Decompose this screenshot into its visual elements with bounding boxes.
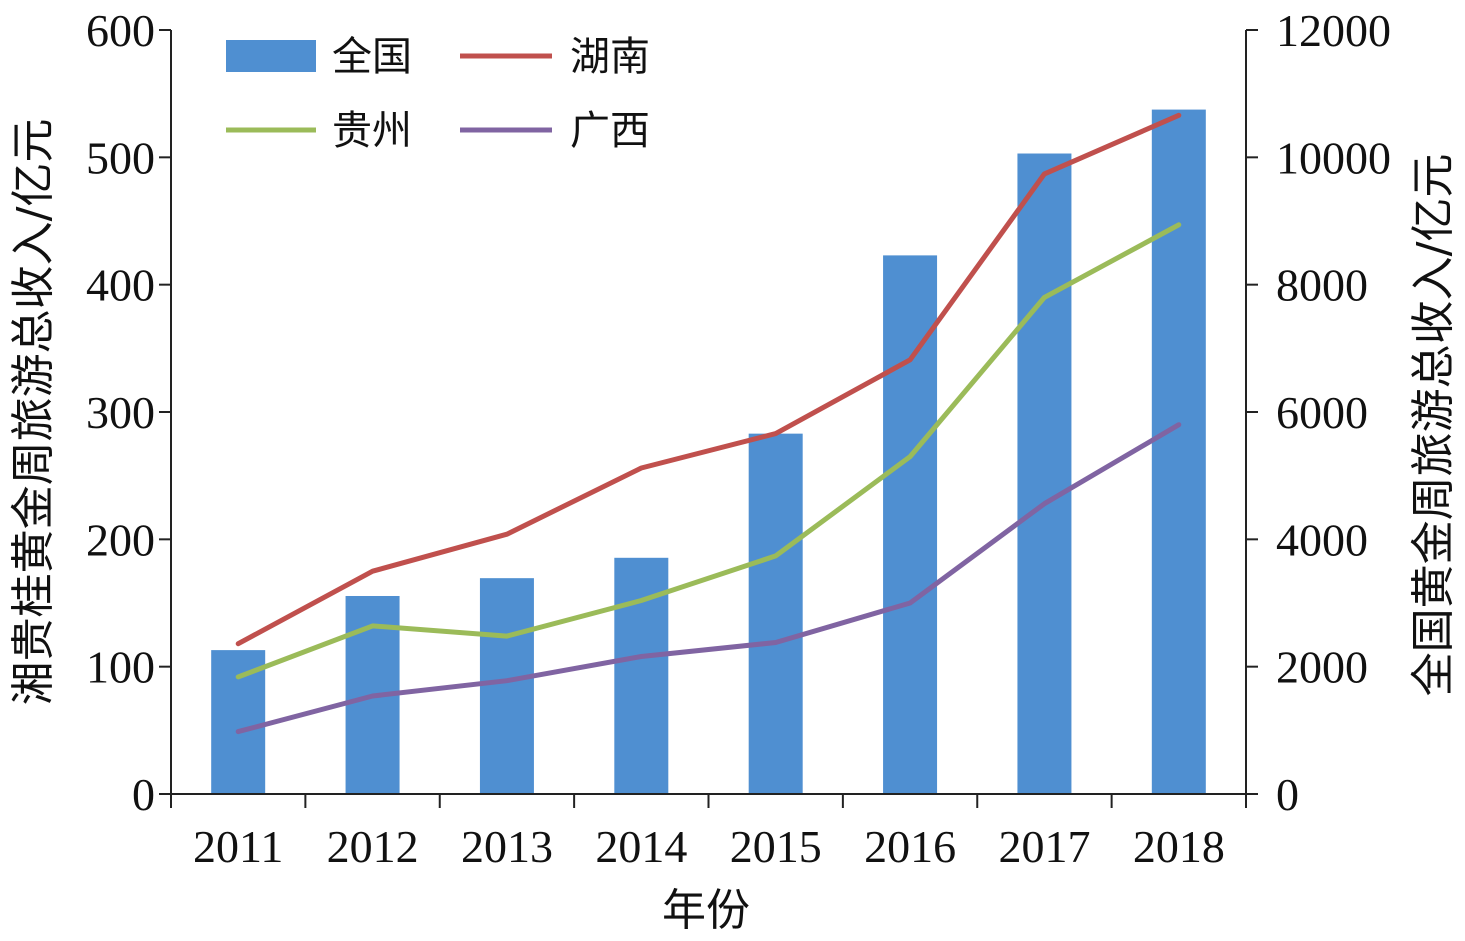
legend-label-quanguo: 全国 — [332, 34, 412, 80]
tick-layer: 0100200300400500600020004000600080001000… — [86, 5, 1391, 872]
bar-2017 — [1017, 153, 1072, 795]
left-y-tick-label: 200 — [86, 514, 155, 565]
bar-2014 — [614, 557, 669, 794]
left-y-tick-label: 300 — [86, 387, 155, 438]
legend-label-guangxi: 广西 — [570, 108, 650, 154]
legend-label-hunan: 湖南 — [570, 34, 650, 80]
bar-2015 — [748, 433, 803, 794]
right-y-tick-label: 6000 — [1276, 387, 1368, 438]
left-y-tick-label: 0 — [132, 769, 155, 820]
line-series-layer — [235, 112, 1182, 735]
left-y-tick-label: 100 — [86, 642, 155, 693]
x-tick-label: 2012 — [327, 821, 419, 872]
right-y-tick-label: 4000 — [1276, 514, 1368, 565]
left-y-tick-label: 400 — [86, 260, 155, 311]
right-y-tick-label: 8000 — [1276, 260, 1368, 311]
x-tick-label: 2018 — [1133, 821, 1225, 872]
legend: 全国 湖南 贵州 广西 — [226, 34, 650, 154]
bar-2018 — [1151, 109, 1206, 795]
x-tick-label: 2015 — [730, 821, 822, 872]
bar-2011 — [211, 650, 266, 794]
x-tick-label: 2013 — [461, 821, 553, 872]
x-tick-label: 2017 — [998, 821, 1090, 872]
right-y-tick-label: 0 — [1276, 769, 1299, 820]
right-y-axis-title: 全国黄金周旅游总收入/亿元 — [1408, 154, 1459, 697]
series-line-2 — [235, 222, 1182, 680]
legend-swatch-quanguo — [226, 40, 316, 72]
left-y-tick-label: 600 — [86, 5, 155, 56]
x-tick-label: 2014 — [595, 821, 687, 872]
right-y-tick-label: 10000 — [1276, 132, 1391, 183]
x-axis-title: 年份 — [662, 885, 750, 936]
right-y-tick-label: 12000 — [1276, 5, 1391, 56]
legend-label-guizhou: 贵州 — [332, 108, 412, 154]
left-y-tick-label: 500 — [86, 132, 155, 183]
bar-2016 — [883, 255, 938, 794]
x-tick-label: 2011 — [193, 821, 283, 872]
series-line-1 — [235, 112, 1182, 647]
x-tick-label: 2016 — [864, 821, 956, 872]
bar-2013 — [479, 578, 534, 794]
series-line-3 — [235, 422, 1182, 735]
right-y-tick-label: 2000 — [1276, 642, 1368, 693]
left-y-axis-title: 湘贵桂黄金周旅游总收入/亿元 — [8, 119, 59, 706]
